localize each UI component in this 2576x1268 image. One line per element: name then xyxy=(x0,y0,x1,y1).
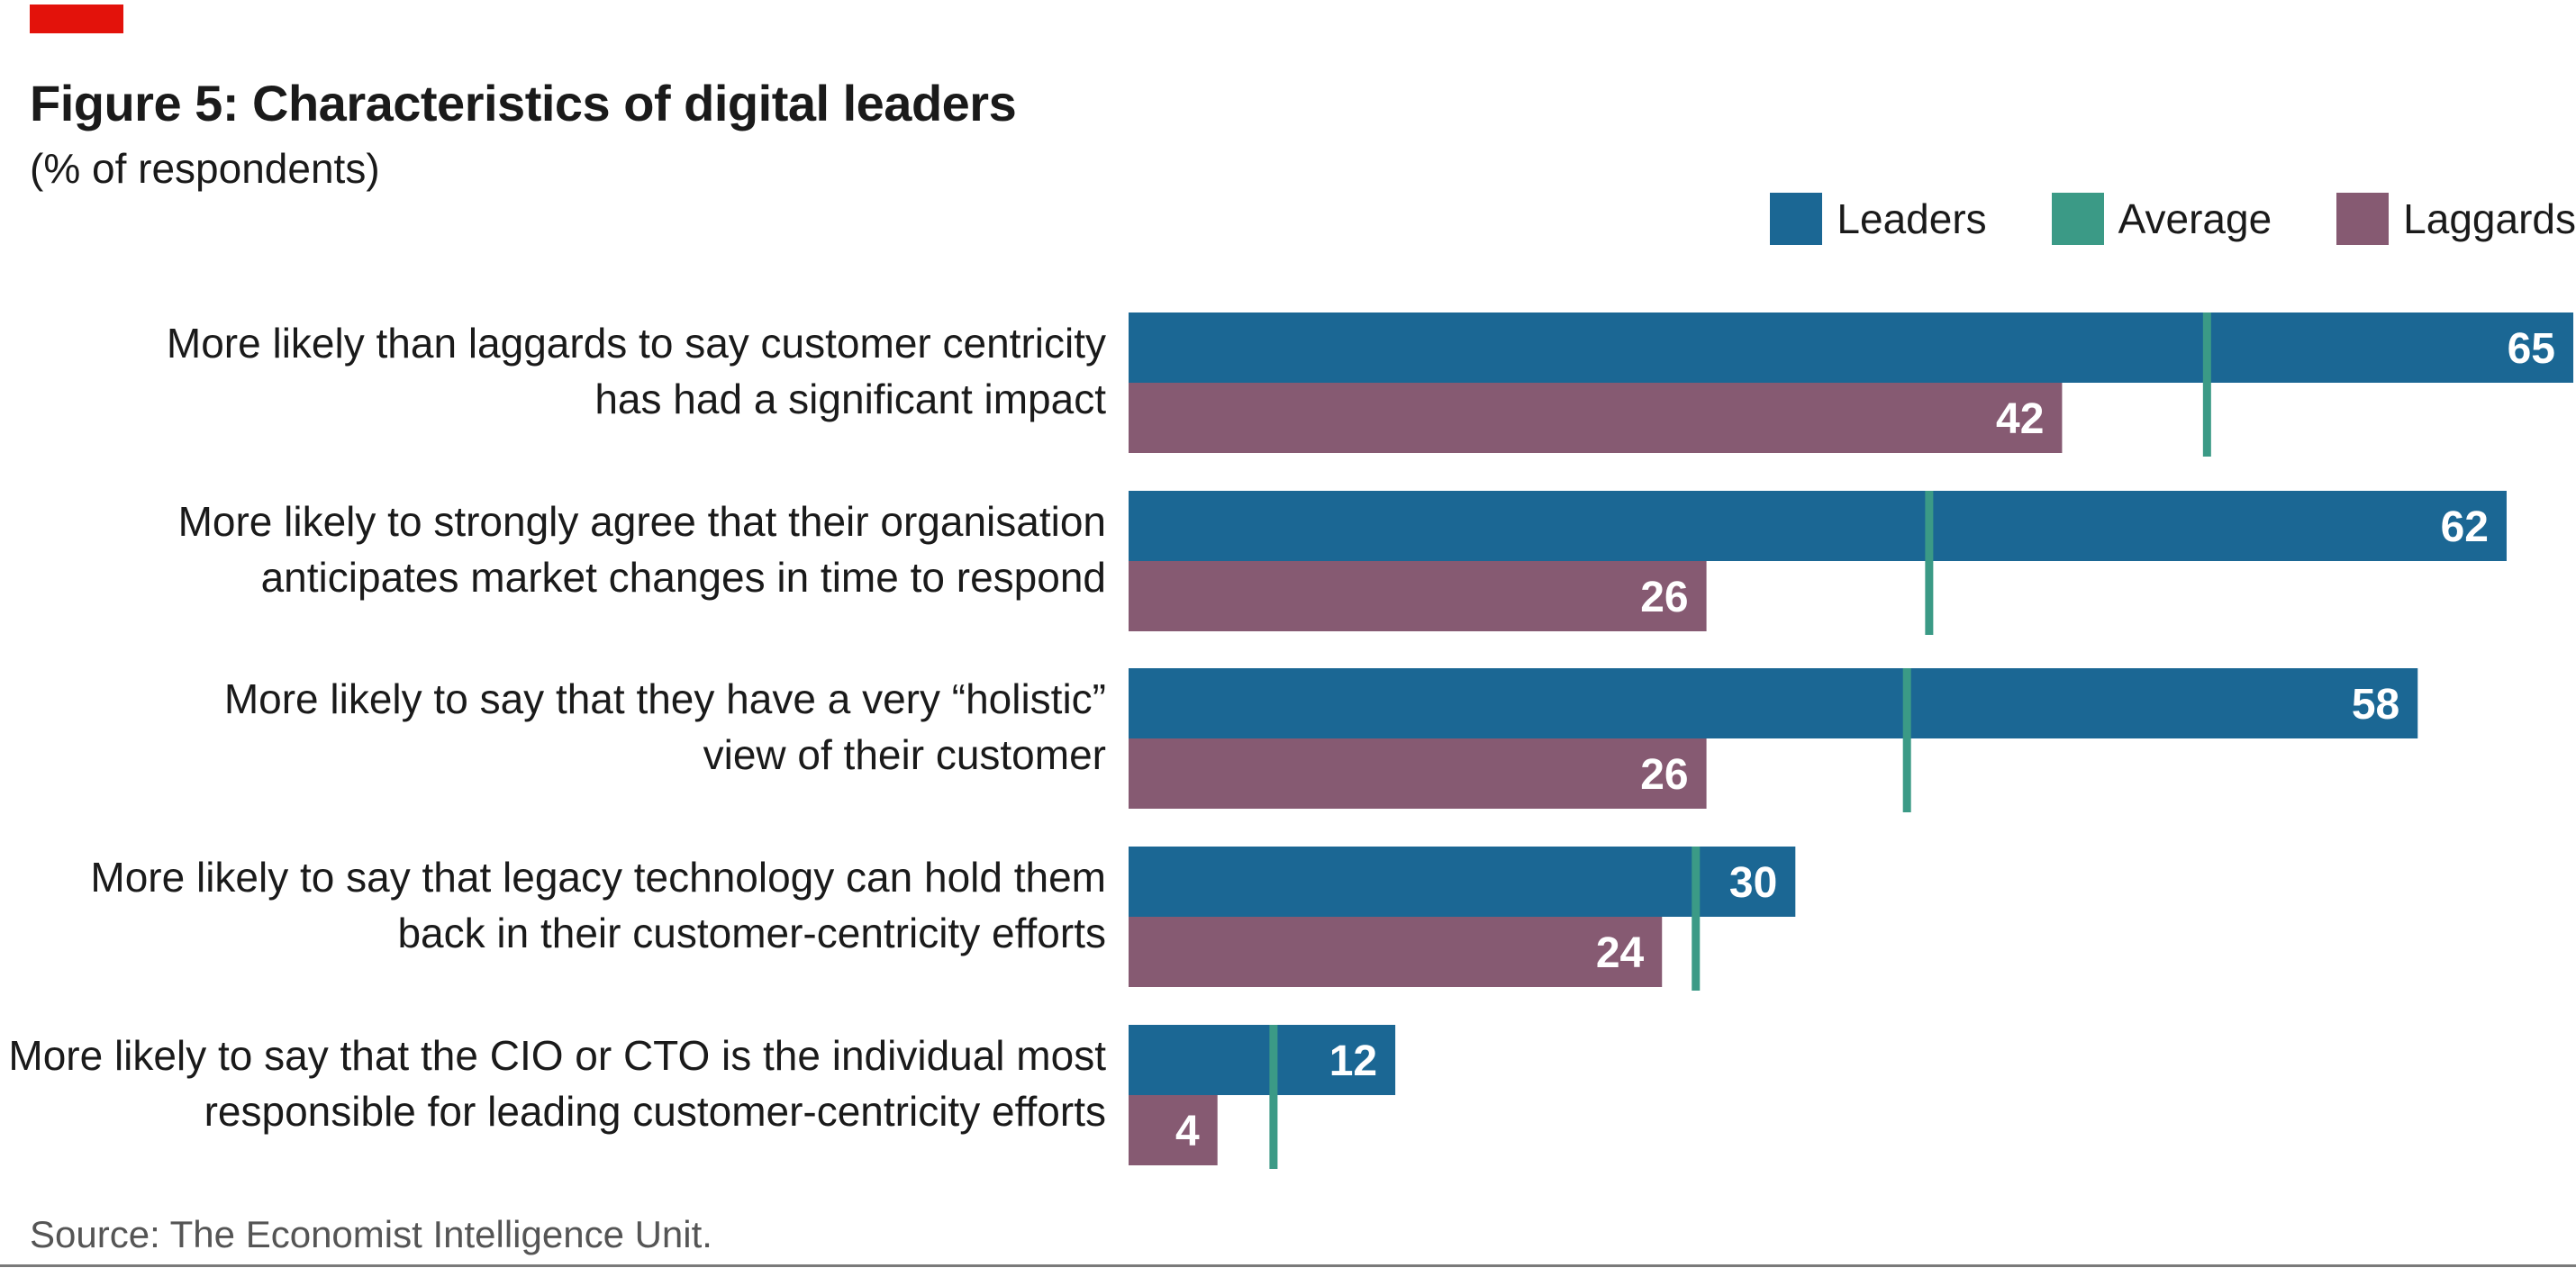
value-label-leaders-4: 30 xyxy=(1729,859,1777,907)
average-marker-1 xyxy=(2202,312,2211,457)
brand-red-tag xyxy=(30,5,123,33)
value-label-laggards-5: 4 xyxy=(1175,1108,1200,1155)
bar-laggards-2 xyxy=(1129,561,1707,631)
bar-laggards-5 xyxy=(1129,1095,1218,1165)
category-label-3-line-1: More likely to say that they have a very… xyxy=(224,675,1106,722)
category-label-2-line-2: anticipates market changes in time to re… xyxy=(261,554,1106,601)
value-label-laggards-2: 26 xyxy=(1640,574,1688,621)
value-label-laggards-1: 42 xyxy=(1996,395,2044,443)
bar-laggards-3 xyxy=(1129,738,1707,809)
bar-leaders-3 xyxy=(1129,668,2418,738)
value-label-leaders-5: 12 xyxy=(1329,1037,1377,1085)
legend-item-laggards: Laggards xyxy=(2336,193,2576,245)
bar-leaders-1 xyxy=(1129,312,2573,383)
bar-laggards-1 xyxy=(1129,383,2063,453)
category-label-5-line-2: responsible for leading customer-centric… xyxy=(204,1088,1106,1135)
average-marker-2 xyxy=(1925,491,1934,635)
source-note: Source: The Economist Intelligence Unit. xyxy=(30,1213,712,1255)
value-label-laggards-3: 26 xyxy=(1640,751,1688,799)
legend-item-average: Average xyxy=(2051,193,2272,245)
legend-swatch-leaders xyxy=(1770,193,1823,245)
bar-leaders-5 xyxy=(1129,1025,1396,1095)
category-label-2-line-1: More likely to strongly agree that their… xyxy=(178,498,1106,545)
value-label-leaders-3: 58 xyxy=(2352,681,2399,729)
chart-legend: Leaders Average Laggards xyxy=(1770,192,2576,246)
average-marker-3 xyxy=(1902,668,1911,812)
bar-leaders-4 xyxy=(1129,847,1796,917)
category-label-5-line-1: More likely to say that the CIO or CTO i… xyxy=(8,1032,1106,1079)
bottom-rule xyxy=(0,1264,2576,1267)
legend-label-average: Average xyxy=(2118,195,2272,242)
bar-leaders-2 xyxy=(1129,491,2507,561)
category-label-4-line-1: More likely to say that legacy technolog… xyxy=(90,854,1106,901)
average-marker-4 xyxy=(1692,847,1701,991)
legend-label-leaders: Leaders xyxy=(1837,195,1987,242)
legend-swatch-laggards xyxy=(2336,193,2390,245)
chart-subtitle: (% of respondents) xyxy=(30,145,380,192)
legend-swatch-average xyxy=(2051,193,2104,245)
bar-laggards-4 xyxy=(1129,917,1663,987)
value-label-laggards-4: 24 xyxy=(1596,929,1645,977)
category-label-1-line-1: More likely than laggards to say custome… xyxy=(167,320,1106,367)
chart-title: Figure 5: Characteristics of digital lea… xyxy=(30,75,1017,131)
legend-item-leaders: Leaders xyxy=(1770,193,1987,245)
value-label-leaders-1: 65 xyxy=(2508,325,2555,373)
legend-label-laggards: Laggards xyxy=(2403,195,2576,242)
bar-chart: More likely than laggards to say custome… xyxy=(8,312,2573,1169)
average-marker-5 xyxy=(1269,1025,1278,1169)
category-label-1-line-2: has had a significant impact xyxy=(594,376,1106,422)
category-label-3-line-2: view of their customer xyxy=(703,731,1106,778)
category-label-4-line-2: back in their customer-centricity effort… xyxy=(397,910,1106,956)
value-label-leaders-2: 62 xyxy=(2441,503,2489,551)
